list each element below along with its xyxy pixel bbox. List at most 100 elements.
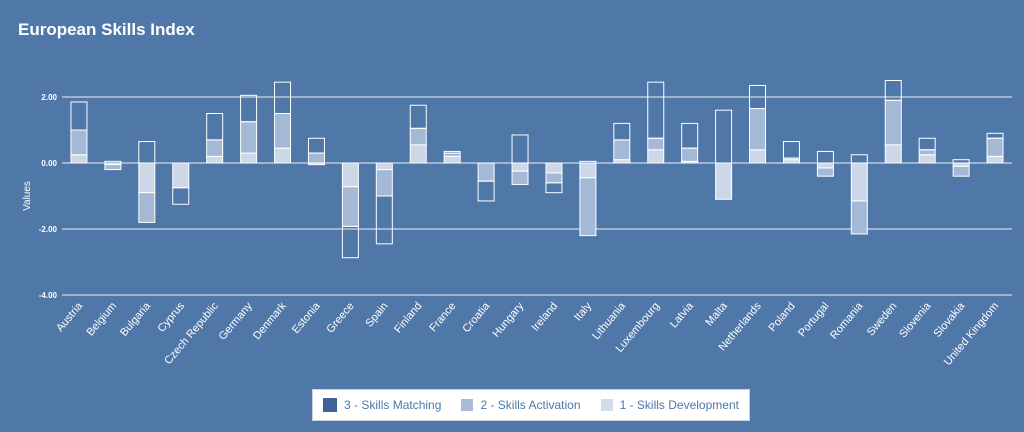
- bar-3-skills-matching-lithuania: [613, 122, 631, 141]
- x-tick-label: Austria: [54, 300, 86, 335]
- y-tick-label: -2.00: [39, 225, 58, 234]
- bar-3-skills-matching-czech-republic: [206, 113, 224, 141]
- x-tick-label: Cyprus: [155, 300, 187, 335]
- bar-3-skills-matching-cyprus: [172, 187, 190, 205]
- bar-3-skills-matching-romania: [850, 154, 868, 164]
- x-tick-label: France: [427, 300, 458, 334]
- bar-2-skills-activation-hungary: [511, 170, 529, 185]
- bar-3-skills-matching-croatia: [477, 180, 495, 202]
- bar-2-skills-activation-slovenia: [918, 149, 936, 156]
- bar-3-skills-matching-germany: [240, 94, 258, 123]
- x-tick-label: Finland: [392, 300, 424, 335]
- bar-1-skills-development-finland: [409, 144, 427, 164]
- legend-label-skills-development: 1 - Skills Development: [619, 398, 739, 412]
- bar-2-skills-activation-lithuania: [613, 139, 631, 161]
- bar-2-skills-activation-romania: [850, 200, 868, 235]
- bar-1-skills-development-sweden: [884, 144, 902, 164]
- bar-3-skills-matching-latvia: [681, 122, 699, 149]
- x-tick-label: Bulgaria: [118, 300, 154, 339]
- bar-2-skills-activation-spain: [375, 169, 393, 197]
- bar-2-skills-activation-bulgaria: [138, 192, 156, 223]
- x-tick-label: Slovenia: [897, 300, 934, 341]
- legend-swatch-skills-activation: [461, 399, 474, 411]
- legend-item-skills-development[interactable]: 1 - Skills Development: [600, 398, 739, 412]
- bar-1-skills-development-italy: [579, 162, 597, 179]
- bar-1-skills-development-greece: [341, 162, 359, 188]
- x-tick-label: Greece: [324, 300, 356, 335]
- x-tick-label: Latvia: [668, 300, 697, 331]
- bar-1-skills-development-ireland: [545, 162, 563, 174]
- bar-1-skills-development-malta: [715, 162, 733, 200]
- bar-3-skills-matching-netherlands: [749, 84, 767, 110]
- bar-3-skills-matching-hungary: [511, 134, 529, 164]
- x-tick-label: Romania: [828, 300, 866, 342]
- bar-3-skills-matching-greece: [341, 225, 359, 259]
- bar-3-skills-matching-italy: [579, 160, 597, 164]
- y-tick-label: -4.00: [39, 291, 58, 300]
- x-tick-label: Poland: [767, 300, 798, 334]
- bar-2-skills-activation-slovakia: [952, 165, 970, 177]
- x-tick-label: Portugal: [796, 300, 832, 339]
- x-tick-label: Croatia: [460, 300, 493, 336]
- bar-3-skills-matching-portugal: [816, 150, 834, 164]
- bar-3-skills-matching-malta: [715, 109, 733, 164]
- bar-1-skills-development-cyprus: [172, 162, 190, 189]
- bar-1-skills-development-hungary: [511, 162, 529, 172]
- bar-3-skills-matching-belgium: [104, 160, 122, 164]
- x-tick-label: Germany: [217, 300, 256, 343]
- y-axis-title: Values: [22, 181, 33, 211]
- bar-1-skills-development-united-kingdom: [986, 155, 1004, 164]
- bar-3-skills-matching-poland: [782, 141, 800, 159]
- bar-2-skills-activation-netherlands: [749, 108, 767, 151]
- bar-3-skills-matching-sweden: [884, 80, 902, 101]
- x-tick-label: Ireland: [529, 300, 560, 333]
- bar-2-skills-activation-latvia: [681, 147, 699, 162]
- bar-2-skills-activation-austria: [70, 129, 88, 156]
- bar-3-skills-matching-bulgaria: [138, 141, 156, 164]
- legend-item-skills-matching[interactable]: 3 - Skills Matching: [323, 398, 441, 412]
- legend-label-skills-activation: 2 - Skills Activation: [480, 398, 581, 412]
- x-tick-label: Sweden: [865, 300, 900, 338]
- bar-1-skills-development-czech-republic: [206, 155, 224, 164]
- bar-2-skills-activation-united-kingdom: [986, 137, 1004, 157]
- y-tick-label: 0.00: [41, 159, 57, 168]
- legend-item-skills-activation[interactable]: 2 - Skills Activation: [461, 398, 581, 412]
- bar-2-skills-activation-sweden: [884, 99, 902, 146]
- bar-2-skills-activation-portugal: [816, 167, 834, 177]
- bar-1-skills-development-romania: [850, 162, 868, 202]
- x-tick-label: Italy: [572, 300, 594, 324]
- bar-2-skills-activation-denmark: [274, 113, 292, 149]
- chart-legend: 3 - Skills Matching 2 - Skills Activatio…: [312, 389, 750, 421]
- legend-label-skills-matching: 3 - Skills Matching: [344, 398, 442, 412]
- bar-2-skills-activation-luxembourg: [647, 137, 665, 151]
- x-tick-label: Belgium: [84, 300, 119, 338]
- bar-3-skills-matching-slovakia: [952, 159, 970, 164]
- bar-3-skills-matching-slovenia: [918, 137, 936, 151]
- bar-3-skills-matching-spain: [375, 195, 393, 245]
- bar-3-skills-matching-finland: [409, 104, 427, 129]
- bar-1-skills-development-spain: [375, 162, 393, 171]
- bar-2-skills-activation-greece: [341, 186, 359, 227]
- bar-3-skills-matching-estonia: [307, 137, 325, 154]
- x-tick-label: Estonia: [290, 300, 323, 336]
- x-tick-label: Slovakia: [931, 300, 967, 340]
- bar-1-skills-development-denmark: [274, 147, 292, 164]
- bar-2-skills-activation-estonia: [307, 152, 325, 164]
- bar-1-skills-development-austria: [70, 154, 88, 164]
- bar-1-skills-development-luxembourg: [647, 149, 665, 164]
- x-tick-label: Malta: [703, 300, 730, 329]
- chart-plot: 2.00 0.00 -2.00 -4.00 Values Austria BelgiumBu…: [22, 80, 1012, 368]
- bar-3-skills-matching-france: [443, 150, 461, 154]
- bar-1-skills-development-portugal: [816, 162, 834, 169]
- bar-3-skills-matching-united-kingdom: [986, 132, 1004, 139]
- x-tick-label: Hungary: [490, 300, 526, 340]
- legend-swatch-skills-development: [600, 399, 613, 411]
- x-tick-label: Denmark: [251, 300, 289, 342]
- x-tick-label: Spain: [363, 300, 390, 329]
- bar-1-skills-development-slovenia: [918, 154, 936, 164]
- bar-3-skills-matching-ireland: [545, 182, 563, 194]
- bar-2-skills-activation-czech-republic: [206, 139, 224, 157]
- bar-1-skills-development-germany: [240, 152, 258, 164]
- legend-swatch-skills-matching: [323, 398, 338, 412]
- bar-1-skills-development-france: [443, 155, 461, 164]
